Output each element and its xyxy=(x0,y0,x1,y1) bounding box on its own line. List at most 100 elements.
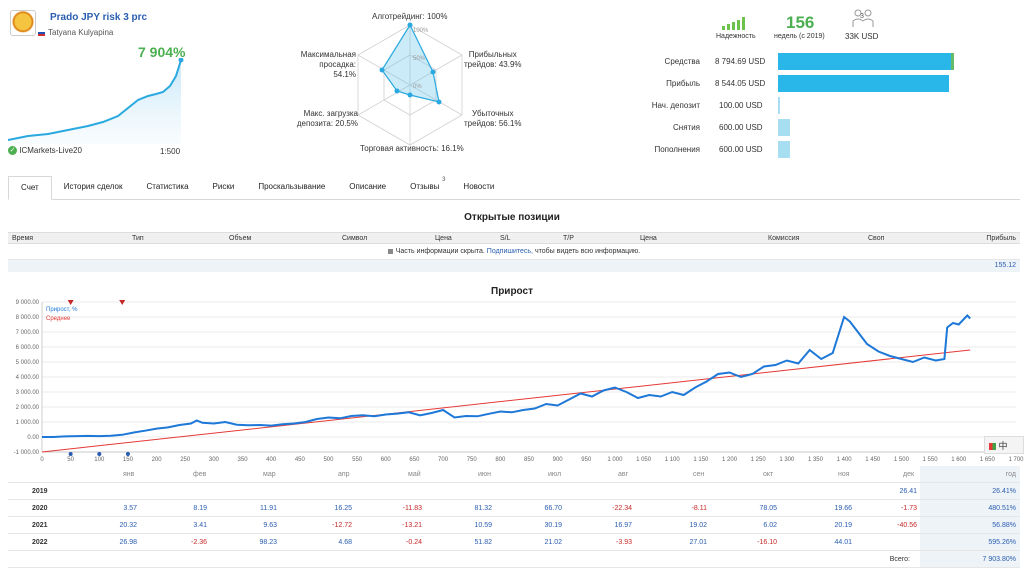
tab-news[interactable]: Новости xyxy=(463,182,495,191)
radar-label-loss-line1: Убыточных xyxy=(472,109,514,118)
broker-row[interactable]: ✓ ICMarkets-Live20 xyxy=(8,146,82,156)
x-tick-label: 1 100 xyxy=(665,457,681,463)
weeks-value: 156 xyxy=(786,13,815,32)
x-tick-label: 500 xyxy=(323,457,334,463)
subscribe-link[interactable]: Подпишитесь, xyxy=(486,248,533,255)
x-tick-label: 600 xyxy=(381,457,392,463)
radar-label-drawdown: Максимальная просадка: 54.1% xyxy=(298,50,356,80)
x-tick-label: 1 050 xyxy=(636,457,652,463)
grand-total-label: Всего: xyxy=(889,556,910,563)
event-marker xyxy=(119,300,126,305)
positions-header: Время Тип Объем Символ Цена S/L T/P Цена… xyxy=(8,232,1020,244)
lock-icon xyxy=(387,248,393,254)
tab-slippage[interactable]: Проскальзывание xyxy=(258,182,326,191)
month-header: авг xyxy=(618,471,629,478)
y-tick-label: 5 000.00 xyxy=(16,360,40,366)
balance-value: 8 544.05 USD xyxy=(715,79,766,88)
col-volume: Объем xyxy=(229,235,252,242)
radar-tick-50: 50% xyxy=(413,56,426,62)
radar-point-profit xyxy=(430,69,436,75)
y-tick-label: 0.00 xyxy=(27,435,39,441)
x-tick-label: 1 300 xyxy=(779,457,795,463)
balance-bar xyxy=(778,141,790,158)
col-sl: S/L xyxy=(500,235,511,242)
hidden-info-suffix: чтобы видеть всю информацию. xyxy=(534,248,641,255)
x-tick-label: 50 xyxy=(67,457,74,463)
x-tick-label: 850 xyxy=(524,457,535,463)
yearly-row: 2021 20.32 3.41 9.63 -12.72 -13.21 10.59 30.19 1… xyxy=(8,517,1020,534)
radar-label-load-line1: Макс. загрузка xyxy=(303,109,358,118)
month-return: 3.41 xyxy=(193,522,207,529)
month-return: 19.66 xyxy=(834,505,852,512)
average-line xyxy=(41,349,971,453)
tab-reviews[interactable]: Отзывы 3 xyxy=(398,176,451,200)
radar-point-drawdown xyxy=(379,67,385,73)
legend-growth: Прирост, % xyxy=(46,307,78,313)
month-return: 10.59 xyxy=(474,522,492,529)
month-return: -16.10 xyxy=(757,539,777,546)
author-row[interactable]: Tatyana Kulyapina xyxy=(38,28,113,37)
x-tick-label: 0 xyxy=(40,457,44,463)
balance-label: Прибыль xyxy=(666,79,700,88)
year-total-cell xyxy=(920,534,1020,550)
balance-bar xyxy=(778,97,780,114)
x-tick-label: 550 xyxy=(352,457,363,463)
month-header: янв xyxy=(123,471,135,478)
month-return: 3.57 xyxy=(123,505,137,512)
shield-check-icon: ✓ xyxy=(8,146,17,156)
y-tick-label: 8 000.00 xyxy=(16,315,40,321)
x-tick-label: 1 150 xyxy=(693,457,709,463)
event-marker xyxy=(67,300,74,305)
mini-growth-chart xyxy=(8,58,184,144)
x-tick-label: 100 xyxy=(94,457,105,463)
month-return: 30.19 xyxy=(544,522,562,529)
reliability-icon xyxy=(722,16,746,30)
tab-history[interactable]: История сделок xyxy=(63,182,123,191)
col-profit: Прибыль xyxy=(986,235,1016,242)
translate-widget[interactable]: 中 xyxy=(984,436,1024,454)
month-header: окт xyxy=(763,471,774,478)
growth-value: 7 904% xyxy=(138,44,186,60)
y-tick-label: 1 000.00 xyxy=(16,420,40,426)
tab-risks[interactable]: Риски xyxy=(212,182,235,191)
month-return: -11.83 xyxy=(402,505,422,512)
radar-point-algo xyxy=(407,22,413,28)
signal-name[interactable]: Prado JPY risk 3 prc xyxy=(50,12,148,23)
month-return: 26.41 xyxy=(899,488,917,495)
leverage: 1:500 xyxy=(160,147,181,156)
month-header: апр xyxy=(338,471,350,478)
y-tick-label: 2 000.00 xyxy=(16,405,40,411)
x-tick-label: 300 xyxy=(209,457,220,463)
radar-label-drawdown-line1: Максимальная xyxy=(300,50,356,59)
month-return: 11.91 xyxy=(260,505,277,512)
month-header: год xyxy=(1005,471,1016,478)
balance-value: 8 794.69 USD xyxy=(715,57,766,66)
subscribers-count: 3 xyxy=(860,13,864,20)
deposit-marker xyxy=(125,452,130,456)
balance-value: 600.00 USD xyxy=(719,145,763,154)
month-return: -22.34 xyxy=(612,505,632,512)
month-return: 9.63 xyxy=(263,522,277,529)
radar-label-deposit-load: Макс. загрузка депозита: 20.5% xyxy=(296,109,358,129)
mini-growth-line xyxy=(8,59,182,141)
avatar[interactable] xyxy=(10,10,36,36)
deposit-marker xyxy=(97,452,102,456)
tab-statistics[interactable]: Статистика xyxy=(146,182,189,191)
year-total: 480.51% xyxy=(988,505,1016,512)
balance-label: Нач. депозит xyxy=(651,101,700,110)
x-tick-label: 1 550 xyxy=(923,457,939,463)
year-label: 2022 xyxy=(32,539,48,546)
col-swap: Своп xyxy=(868,235,885,242)
year-total: 595.26% xyxy=(988,539,1016,546)
month-return: 66.70 xyxy=(544,505,562,512)
balance-bar xyxy=(778,119,790,136)
month-return: -0.24 xyxy=(406,539,422,546)
hidden-info-text: Часть информации скрыта. xyxy=(395,248,485,255)
yearly-grand-total-row: Всего: 7 903.80% xyxy=(8,551,1020,568)
tab-description[interactable]: Описание xyxy=(349,182,387,191)
year-label: 2021 xyxy=(32,522,48,529)
author-name: Tatyana Kulyapina xyxy=(48,28,114,37)
tab-account[interactable]: Счет xyxy=(8,176,52,200)
month-header: сен xyxy=(693,471,705,478)
open-positions-title: Открытые позиции xyxy=(464,212,560,223)
